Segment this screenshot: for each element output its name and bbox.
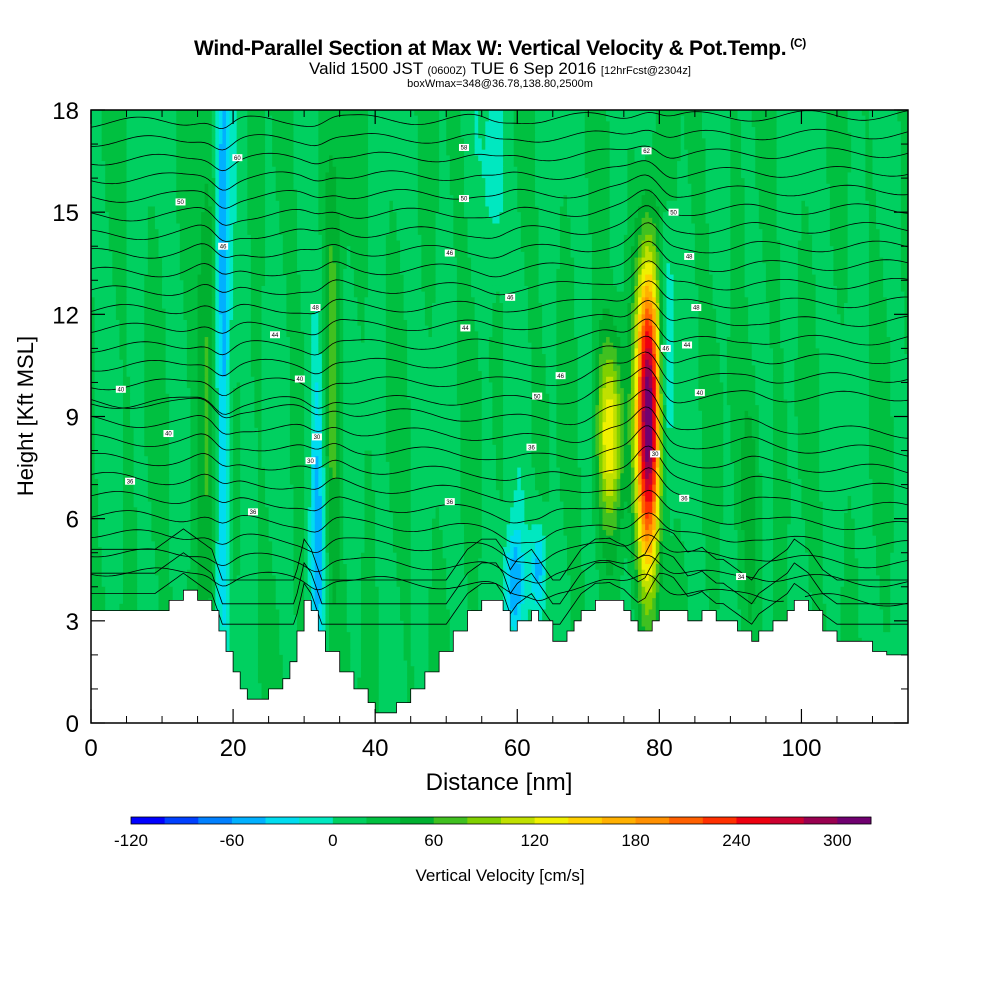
- contour-label: 48: [684, 253, 694, 261]
- colorbar-swatch: [400, 817, 434, 824]
- x-axis-label: Distance [nm]: [426, 769, 573, 796]
- contour-label: 46: [661, 345, 671, 353]
- contour-label: 36: [125, 478, 135, 486]
- contour-label: 46: [218, 243, 228, 251]
- y-tick-label: 15: [52, 200, 79, 227]
- colorbar-swatch: [266, 817, 300, 824]
- contour-label: 46: [445, 250, 455, 258]
- y-tick-label: 9: [66, 405, 79, 432]
- colorbar-tick-label: 300: [823, 831, 851, 850]
- cross-section-chart: 6050465850466250484844464448444640404650…: [0, 0, 1000, 1000]
- contour-label: 40: [116, 386, 126, 394]
- colorbar-tick-label: 60: [424, 831, 443, 850]
- colorbar-swatch: [467, 817, 501, 824]
- contour-label: 46: [505, 294, 515, 302]
- x-tick-label: 100: [781, 735, 821, 762]
- colorbar-swatch: [703, 817, 737, 824]
- colorbar-label: Vertical Velocity [cm/s]: [415, 866, 584, 885]
- contour-label: 46: [556, 372, 566, 380]
- colorbar: -120 -60 0 60 120 180 240 300: [114, 817, 871, 850]
- colorbar-tick-label: -60: [220, 831, 245, 850]
- y-tick-label: 0: [66, 711, 79, 738]
- colorbar-swatch: [366, 817, 400, 824]
- colorbar-swatch: [165, 817, 199, 824]
- contour-label: 50: [669, 209, 679, 217]
- contour-label: 40: [695, 389, 705, 397]
- colorbar-swatch: [669, 817, 703, 824]
- contour-label: 30: [312, 433, 322, 441]
- colorbar-swatch: [736, 817, 770, 824]
- colorbar-swatch: [299, 817, 333, 824]
- colorbar-tick-label: 120: [520, 831, 548, 850]
- colorbar-tick-label: 0: [328, 831, 337, 850]
- x-tick-label: 60: [504, 735, 531, 762]
- colorbar-tick-label: 180: [621, 831, 649, 850]
- contour-label: 40: [163, 430, 173, 438]
- colorbar-swatch: [434, 817, 468, 824]
- contour-label: 50: [532, 393, 542, 401]
- colorbar-swatch: [535, 817, 569, 824]
- contour-label: 34: [736, 573, 746, 581]
- contour-label: 62: [642, 147, 652, 155]
- y-axis-label: Height [Kft MSL]: [13, 336, 38, 496]
- colorbar-swatch: [804, 817, 838, 824]
- colorbar-swatch: [131, 817, 165, 824]
- colorbar-swatch: [568, 817, 602, 824]
- colorbar-swatch: [198, 817, 232, 824]
- contour-label: 44: [682, 341, 692, 349]
- contour-label: 36: [679, 495, 689, 503]
- contour-label: 30: [650, 450, 660, 458]
- contour-label: 44: [460, 324, 470, 332]
- contour-label: 50: [459, 195, 469, 203]
- colorbar-swatch: [602, 817, 636, 824]
- colorbar-swatch: [333, 817, 367, 824]
- y-tick-label: 6: [66, 507, 79, 534]
- colorbar-swatch: [770, 817, 804, 824]
- colorbar-tick-label: 240: [722, 831, 750, 850]
- x-tick-label: 80: [646, 735, 673, 762]
- contour-label: 48: [691, 304, 701, 312]
- colorbar-tick-label: -120: [114, 831, 148, 850]
- contour-label: 50: [176, 198, 186, 206]
- contour-label: 60: [232, 154, 242, 162]
- contour-label: 48: [310, 304, 320, 312]
- contour-label: 36: [526, 444, 536, 452]
- contour-label: 40: [295, 376, 305, 384]
- y-tick-label: 3: [66, 609, 79, 636]
- x-tick-label: 0: [84, 735, 97, 762]
- colorbar-swatch: [636, 817, 670, 824]
- contour-label: 36: [248, 508, 258, 516]
- contour-label: 58: [459, 144, 469, 152]
- x-tick-label: 40: [362, 735, 389, 762]
- contour-label: 36: [445, 498, 455, 506]
- colorbar-swatch: [501, 817, 535, 824]
- colorbar-swatch: [232, 817, 266, 824]
- colorbar-swatch: [837, 817, 871, 824]
- y-tick-label: 12: [52, 302, 79, 329]
- contour-label: 30: [306, 457, 316, 465]
- contour-label: 44: [270, 331, 280, 339]
- y-tick-label: 18: [52, 98, 79, 125]
- x-tick-label: 20: [220, 735, 247, 762]
